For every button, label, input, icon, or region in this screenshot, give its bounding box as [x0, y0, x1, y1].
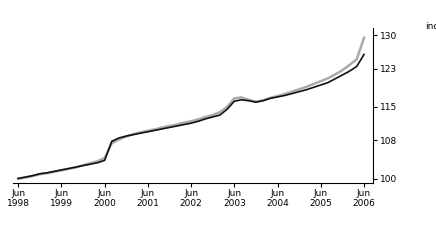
Y-axis label: index: index	[425, 22, 436, 31]
